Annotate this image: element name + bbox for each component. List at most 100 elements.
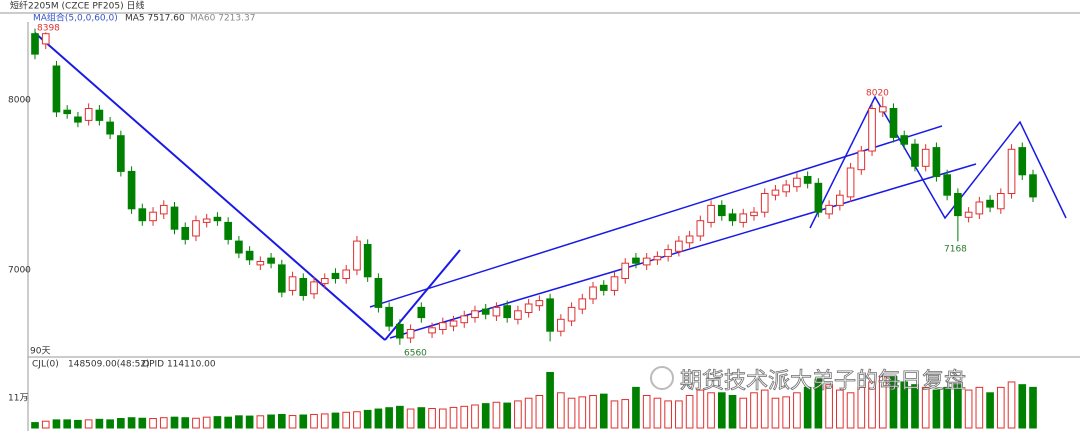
candle-body [202, 218, 211, 223]
candle-body [288, 276, 297, 291]
volume-bar [1018, 384, 1027, 429]
volume-bar [750, 392, 758, 429]
volume-header: CJL(0) [32, 360, 59, 370]
volume-header: OPID 114110.00 [142, 360, 216, 370]
volume-bar [213, 416, 222, 429]
candle-body [385, 306, 393, 327]
indicator-label: MA60 7213.37 [190, 14, 255, 24]
candle-body [406, 329, 415, 339]
candle-body [224, 221, 232, 240]
volume-bar [31, 422, 39, 429]
volume-bar [760, 389, 769, 429]
candle-body [578, 298, 587, 310]
volume-bar [1007, 381, 1016, 429]
volume-bar [739, 397, 748, 429]
candle-body [52, 65, 61, 113]
volume-bar [41, 420, 50, 429]
candle-body [84, 108, 93, 121]
candle-body [664, 249, 672, 257]
volume-bar [331, 412, 340, 429]
volume-bar [481, 403, 490, 429]
volume-bar [653, 397, 662, 429]
volume-bar [964, 389, 973, 429]
candle-body [192, 220, 200, 237]
candle-body [149, 211, 157, 222]
candle-body [825, 204, 833, 215]
volume-bar [52, 419, 61, 429]
watermark: 期货技术派大弟子的每日复盘 [680, 369, 966, 394]
volume-bar [932, 389, 941, 429]
volume-bar [836, 389, 844, 429]
volume-bar [224, 416, 232, 429]
volume-bar [621, 399, 630, 429]
volume-bar [106, 419, 114, 429]
candle-body [771, 189, 780, 196]
volume-bar [385, 407, 393, 429]
candle-body [213, 216, 222, 222]
candle-body [31, 33, 39, 55]
volume-bar [557, 392, 565, 429]
volume-bar [578, 396, 587, 429]
candle-body [642, 257, 651, 266]
candle-body [996, 193, 1005, 210]
candle-body [417, 306, 426, 319]
volume-bar [696, 389, 705, 429]
candle-body [299, 278, 308, 296]
candle-body [760, 193, 769, 213]
volume-bar [889, 376, 898, 429]
volume-bar [911, 384, 919, 429]
volume-bar [857, 386, 866, 429]
volume-bar [567, 397, 576, 429]
volume-bar [267, 414, 275, 429]
candle-body [889, 108, 898, 138]
volume-bar [159, 417, 168, 429]
candle-body [235, 240, 243, 254]
volume-bar [675, 400, 683, 429]
volume-bar [986, 392, 994, 429]
volume-bar [363, 409, 372, 429]
volume-bar [728, 395, 737, 429]
volume-bar [428, 408, 436, 429]
candle-body [138, 208, 147, 222]
volume-bar [782, 396, 791, 429]
candle-body [557, 318, 565, 332]
candle-body [986, 199, 994, 208]
candle-body [320, 278, 329, 285]
candle-body [675, 240, 683, 252]
volume-bar [492, 401, 501, 429]
volume-bar [535, 395, 544, 429]
volume-bar [95, 418, 104, 429]
candle-body [857, 150, 866, 171]
candle-body [41, 33, 50, 45]
candle-body [117, 135, 125, 172]
candle-body [1007, 148, 1016, 195]
candle-body [267, 257, 275, 264]
volume-bar [803, 386, 812, 429]
volume-bar [846, 392, 855, 429]
annotation: 8398 [37, 24, 60, 34]
annotation: 6560 [404, 349, 427, 359]
volume-bar [943, 386, 951, 429]
y-tick-label: 11万 [8, 394, 28, 404]
volume-bar [1029, 386, 1037, 429]
candle-body [921, 148, 930, 167]
volume-bar [975, 386, 984, 429]
volume-bar [717, 392, 726, 429]
volume-bar [921, 386, 930, 429]
watermark-icon [650, 366, 674, 390]
candle-body [524, 303, 533, 313]
volume-bar [642, 395, 651, 429]
volume-bar [288, 415, 297, 429]
candle-body [846, 167, 855, 198]
candle-body [932, 147, 941, 178]
candle-body [428, 327, 436, 334]
volume-bar [610, 400, 619, 429]
annotation: 8020 [866, 89, 889, 99]
candle-body [653, 255, 662, 261]
candle-body [610, 276, 619, 291]
candle-body [964, 211, 973, 218]
candle-body [696, 220, 705, 237]
volume-bar [406, 408, 415, 429]
candle-body [310, 281, 318, 295]
